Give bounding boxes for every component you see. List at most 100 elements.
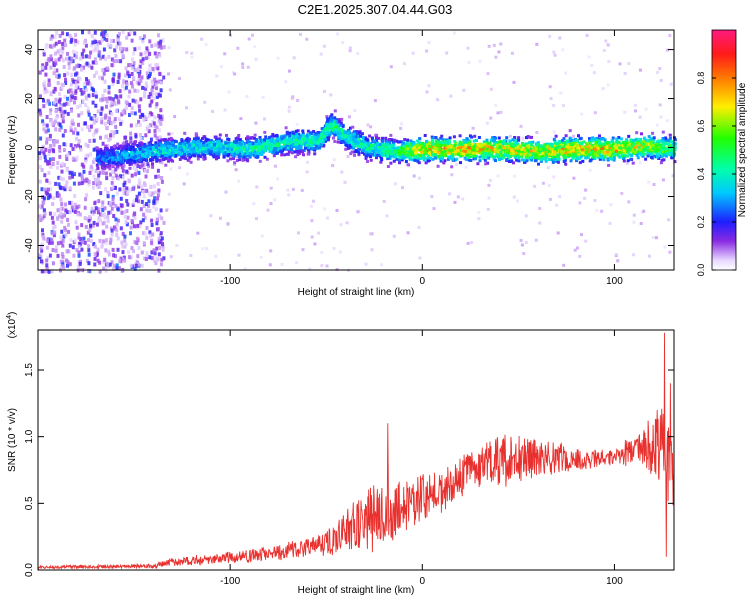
heatmap-cell [153, 51, 157, 56]
heatmap-cell [102, 230, 106, 235]
heatmap-cell [604, 39, 608, 43]
heatmap-cell [137, 104, 141, 109]
heatmap-cell [143, 90, 147, 95]
heatmap-cell [117, 117, 121, 122]
heatmap-cell [260, 142, 264, 146]
heatmap-cell [593, 111, 597, 115]
heatmap-cell [556, 231, 560, 235]
heatmap-cell [633, 148, 637, 152]
heatmap-cell [63, 73, 67, 78]
heatmap-cell [179, 148, 183, 152]
heatmap-cell [154, 153, 158, 157]
heatmap-cell [136, 100, 140, 105]
heatmap-cell [337, 127, 341, 131]
heatmap-cell [111, 197, 115, 201]
heatmap-cell [394, 155, 398, 159]
heatmap-cell [671, 174, 675, 178]
heatmap-cell [223, 108, 227, 112]
heatmap-cell [654, 236, 658, 240]
heatmap-cell [306, 140, 310, 144]
heatmap-cell [434, 136, 438, 140]
heatmap-cell [136, 89, 140, 94]
heatmap-cell [56, 81, 60, 85]
heatmap-cell [138, 114, 142, 119]
heatmap-cell [552, 175, 556, 179]
heatmap-cell [66, 210, 70, 215]
heatmap-cell [94, 94, 98, 99]
heatmap-cell [173, 115, 177, 119]
heatmap-cell [154, 141, 158, 145]
heatmap-cell [92, 147, 96, 152]
heatmap-cell [389, 161, 393, 165]
heatmap-cell [348, 46, 352, 50]
heatmap-cell [115, 263, 119, 268]
heatmap-cell [80, 181, 84, 186]
heatmap-cell [125, 140, 129, 145]
heatmap-cell [39, 111, 42, 116]
heatmap-cell [178, 77, 181, 80]
heatmap-cell [69, 128, 73, 133]
heatmap-cell [454, 141, 458, 145]
heatmap-cell [296, 99, 300, 102]
heatmap-cell [82, 169, 86, 174]
heatmap-cell [96, 247, 100, 252]
heatmap-cell [564, 162, 568, 166]
heatmap-cell [375, 156, 378, 160]
heatmap-cell [452, 135, 456, 139]
heatmap-cell [643, 152, 647, 156]
heatmap-cell [218, 133, 222, 137]
heatmap-cell [134, 148, 138, 151]
heatmap-cell [638, 161, 642, 165]
heatmap-cell [94, 90, 98, 95]
heatmap-cell [412, 174, 416, 178]
heatmap-cell [51, 202, 55, 206]
heatmap-cell [671, 151, 675, 155]
heatmap-cell [129, 30, 133, 35]
heatmap-cell [471, 145, 475, 149]
heatmap-cell [392, 234, 396, 238]
heatmap-cell [143, 92, 147, 97]
heatmap-cell [368, 149, 372, 153]
heatmap-cell [107, 116, 111, 121]
heatmap-cell [99, 155, 103, 159]
heatmap-cell [124, 191, 128, 195]
heatmap-cell [44, 72, 48, 77]
heatmap-cell [325, 264, 329, 268]
heatmap-cell [100, 38, 104, 43]
heatmap-cell [126, 70, 130, 75]
heatmap-cell [110, 232, 114, 237]
heatmap-cell [340, 139, 344, 143]
heatmap-cell [121, 257, 125, 262]
heatmap-cell [576, 143, 580, 147]
heatmap-cell [70, 200, 74, 205]
heatmap-cell [325, 115, 329, 119]
heatmap-cell [184, 157, 188, 161]
heatmap-cell [109, 210, 113, 215]
heatmap-cell [483, 155, 487, 159]
heatmap-cell [668, 250, 672, 254]
heatmap-cell [530, 158, 534, 162]
heatmap-cell [584, 188, 588, 192]
heatmap-cell [660, 149, 664, 153]
heatmap-cell [369, 158, 373, 162]
heatmap-cell [46, 98, 50, 103]
heatmap-cell [159, 122, 163, 126]
heatmap-cell [44, 187, 48, 192]
heatmap-cell [461, 197, 465, 201]
heatmap-cell [76, 131, 80, 136]
heatmap-cell [39, 155, 43, 160]
heatmap-cell [151, 156, 154, 159]
heatmap-cell [79, 237, 83, 241]
heatmap-cell [84, 159, 88, 164]
heatmap-cell [341, 136, 345, 140]
heatmap-cell [134, 172, 137, 177]
heatmap-cell [418, 157, 422, 161]
heatmap-cell [91, 185, 95, 190]
heatmap-cell [57, 57, 61, 62]
heatmap-cell [523, 143, 527, 147]
heatmap-cell [144, 189, 148, 194]
heatmap-cell [553, 139, 557, 143]
heatmap-cell [64, 184, 68, 189]
heatmap-cell [627, 200, 631, 204]
heatmap-cell [386, 165, 390, 168]
